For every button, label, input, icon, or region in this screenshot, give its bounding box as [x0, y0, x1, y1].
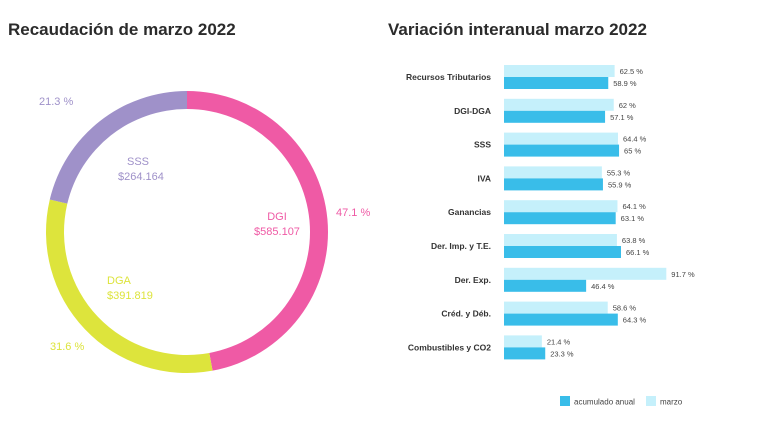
bar-acumulado-value-label: 57.1 % — [610, 113, 634, 122]
bar-marzo — [504, 234, 617, 246]
bar-acumulado-value-label: 23.3 % — [550, 349, 574, 358]
bar-marzo — [504, 301, 608, 314]
bar-acumulado — [504, 77, 609, 89]
bar-marzo — [504, 65, 615, 77]
slice-name-label: SSS — [127, 156, 149, 168]
bar-marzo-value-label: 55.3 % — [607, 168, 631, 177]
donut-slice-sss — [49, 91, 188, 204]
category-label: Créd. y Déb. — [441, 309, 491, 319]
bar-acumulado-value-label: 63.1 % — [621, 214, 645, 223]
donut-slice-dga — [46, 199, 213, 373]
recaudacion-donut-chart: DGI $585.107 47.1 % DGA $391.819 31.6 % SSS $26… — [39, 91, 370, 373]
bar-acumulado-value-label: 65 % — [624, 147, 641, 156]
bar-acumulado-value-label: 64.3 % — [623, 316, 647, 325]
bar-marzo — [504, 132, 618, 145]
legend-label-acumulado: acumulado anual — [574, 398, 635, 407]
variacion-bar-chart: Recursos Tributarios 62.5 % 58.9 % DGI-DGA 6… — [406, 65, 695, 407]
bar-chart-title: Variación interanual marzo 2022 — [388, 20, 647, 39]
bar-acumulado-value-label: 46.4 % — [591, 282, 615, 291]
bar-marzo-value-label: 62 % — [619, 101, 636, 110]
bar-acumulado-value-label: 55.9 % — [608, 180, 632, 189]
bar-marzo-value-label: 64.4 % — [623, 135, 647, 144]
bar-marzo — [504, 267, 667, 280]
bar-acumulado-value-label: 66.1 % — [626, 248, 650, 257]
bar-marzo — [504, 166, 602, 179]
bar-marzo-value-label: 64.1 % — [622, 202, 646, 211]
slice-percent-label: 47.1 % — [336, 207, 370, 219]
bar-acumulado — [504, 110, 606, 123]
legend-swatch-marzo — [646, 396, 656, 406]
bar-marzo-value-label: 62.5 % — [620, 67, 644, 76]
donut-chart-title: Recaudación de marzo 2022 — [8, 20, 236, 39]
category-label: DGI-DGA — [454, 106, 491, 116]
bar-marzo-value-label: 21.4 % — [547, 337, 571, 346]
category-label: Combustibles y CO2 — [408, 342, 491, 352]
slice-percent-label: 21.3 % — [39, 96, 73, 108]
bar-acumulado — [504, 279, 587, 292]
category-label: Ganancias — [448, 207, 491, 217]
bar-acumulado — [504, 313, 618, 326]
slice-percent-label: 31.6 % — [50, 341, 84, 353]
donut-slice-dgi — [187, 91, 328, 371]
slice-name-label: DGI — [267, 211, 287, 223]
bar-acumulado — [504, 144, 620, 157]
category-label: Recursos Tributarios — [406, 72, 491, 82]
bar-marzo-value-label: 58.6 % — [613, 304, 637, 313]
bar-acumulado — [504, 347, 546, 360]
bar-acumulado-value-label: 58.9 % — [613, 79, 637, 88]
slice-name-label: DGA — [107, 275, 132, 287]
bar-marzo-value-label: 63.8 % — [622, 236, 646, 245]
category-label: IVA — [477, 173, 491, 183]
bar-marzo — [504, 335, 542, 348]
category-label: Der. Imp. y T.E. — [431, 241, 491, 251]
slice-amount-label: $264.164 — [118, 171, 164, 183]
bar-acumulado — [504, 178, 603, 191]
bar-acumulado — [504, 246, 621, 258]
bar-marzo — [504, 98, 614, 111]
category-label: Der. Exp. — [455, 275, 491, 285]
slice-amount-label: $391.819 — [107, 290, 153, 302]
bar-marzo — [504, 200, 618, 213]
bar-marzo-value-label: 91.7 % — [671, 270, 695, 279]
legend-label-marzo: marzo — [660, 398, 683, 407]
slice-amount-label: $585.107 — [254, 226, 300, 238]
legend-swatch-acumulado — [560, 396, 570, 406]
bar-acumulado — [504, 212, 616, 225]
category-label: SSS — [474, 140, 491, 150]
